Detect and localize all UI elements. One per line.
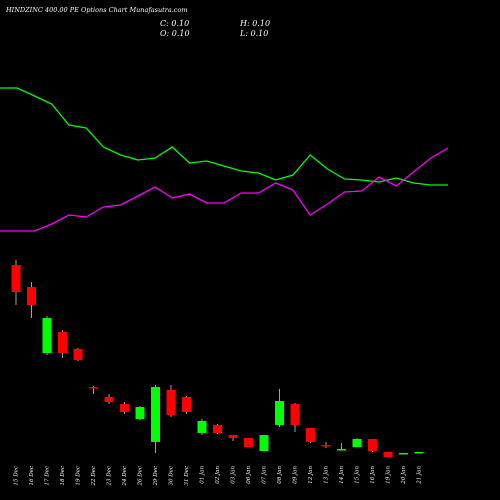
candle-body [399, 453, 408, 455]
candle-body [414, 452, 424, 454]
candle-body [120, 404, 129, 412]
x-tick-label: 08 Jan [277, 466, 283, 484]
candle-body [368, 439, 377, 451]
candle-body [89, 387, 98, 389]
chart-title: HINDZINC 400.00 PE Options Chart Munafas… [5, 6, 188, 14]
x-tick-label: 14 Jan [339, 466, 345, 484]
x-tick-label: 16 Dec [29, 466, 35, 486]
candle-body [11, 265, 21, 292]
x-tick-label: 22 Dec [91, 466, 97, 487]
candle-body [228, 435, 238, 438]
readout: O: 0.10 [160, 29, 190, 38]
candle-body [135, 407, 145, 419]
x-tick-label: 17 Dec [45, 466, 51, 486]
candle-body [104, 397, 114, 402]
x-tick-label: 21 Jan [417, 466, 423, 485]
x-tick-label: 29 Dec [153, 466, 159, 487]
readout: H: 0.10 [239, 19, 270, 28]
candle-body [42, 318, 52, 353]
candle-body [27, 287, 36, 305]
x-tick-label: 01 Jan [200, 466, 206, 484]
x-tick-label: 26 Dec [138, 466, 144, 487]
x-tick-label: 02 Jan [215, 466, 221, 484]
x-tick-label: 15 Jan [355, 466, 361, 484]
x-tick-label: 24 Dec [122, 466, 128, 487]
candle-body [259, 435, 269, 451]
x-tick-label: 15 Dec [14, 466, 20, 486]
x-tick-label: 16 Jan [370, 466, 376, 484]
x-tick-label: 23 Dec [107, 466, 113, 487]
readout: C: 0.10 [160, 19, 189, 28]
candle-body [73, 349, 83, 360]
x-tick-label: 18 Dec [60, 466, 66, 486]
x-tick-label: 30 Dec [169, 466, 175, 486]
x-tick-label: 19 Dec [76, 466, 82, 486]
candle-body [58, 332, 67, 353]
x-tick-label: 13 Jan [324, 466, 330, 484]
x-tick-label: 19 Jan [386, 466, 392, 484]
x-tick-label: 06 Jan [246, 466, 252, 484]
x-tick-label: 31 Dec [184, 466, 190, 486]
candle-body [182, 397, 191, 412]
x-tick-label: 07 Jan [262, 466, 268, 484]
candle-body [151, 387, 160, 442]
candle-body [213, 425, 222, 433]
candle-body [383, 452, 393, 457]
indicator-line [0, 147, 449, 232]
x-tick-label: 09 Jan [293, 466, 299, 484]
x-tick-label: 12 Jan [308, 466, 314, 484]
candle-body [352, 439, 362, 447]
candle-body [275, 401, 284, 425]
indicator-line [0, 87, 448, 186]
candle-body [321, 445, 331, 447]
readout: L: 0.10 [239, 29, 268, 38]
candle-body [306, 428, 315, 442]
x-tick-label: 03 Jan [231, 466, 237, 484]
candle-body [337, 449, 346, 451]
x-tick-label: 20 Jan [401, 466, 407, 485]
candle-body [166, 390, 176, 415]
candle-body [197, 421, 207, 433]
candle-body [290, 404, 300, 425]
candle-body [244, 438, 253, 447]
